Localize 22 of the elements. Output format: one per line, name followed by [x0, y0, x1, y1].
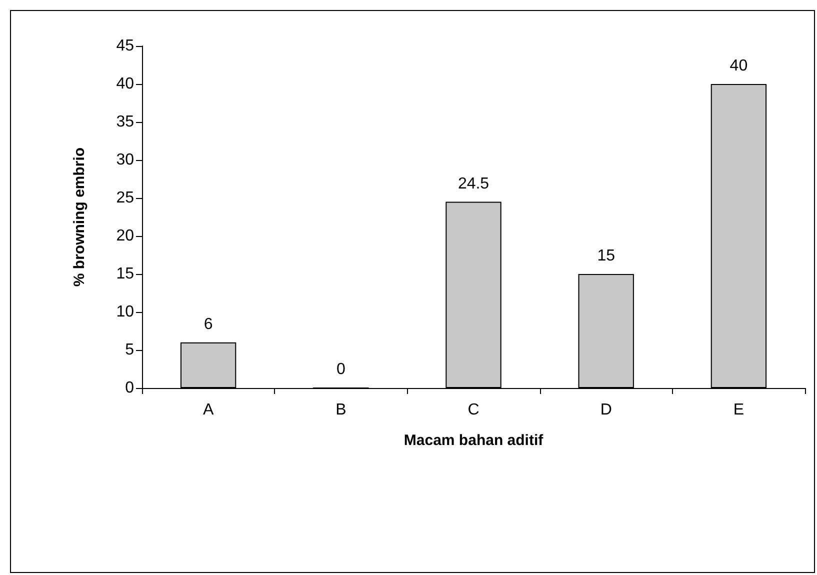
data-label: 24.5	[458, 175, 490, 192]
x-axis-title: Macam bahan aditif	[404, 432, 544, 449]
data-label: 6	[204, 316, 213, 333]
data-label: 40	[730, 58, 748, 74]
y-tick-label: 25	[116, 190, 134, 206]
x-tick-label: A	[202, 402, 214, 418]
data-label: 0	[336, 361, 346, 378]
y-tick-label: 45	[116, 38, 134, 54]
x-tick-label: C	[468, 402, 480, 418]
x-tick-label: E	[733, 402, 744, 418]
y-tick-label: 35	[116, 114, 134, 130]
x-tick-label: D	[600, 402, 612, 418]
x-tick-label: B	[336, 402, 346, 418]
y-tick-label: 15	[116, 266, 134, 282]
y-tick-label: 20	[116, 228, 134, 244]
y-tick-label: 40	[116, 76, 134, 92]
data-label: 15	[597, 248, 616, 264]
y-axis-title: % browning embrio	[71, 147, 88, 287]
y-tick-label: 5	[125, 342, 134, 358]
y-tick-label: 10	[116, 304, 134, 320]
y-tick-label: 30	[116, 152, 134, 168]
y-tick-label: 0	[125, 380, 134, 396]
